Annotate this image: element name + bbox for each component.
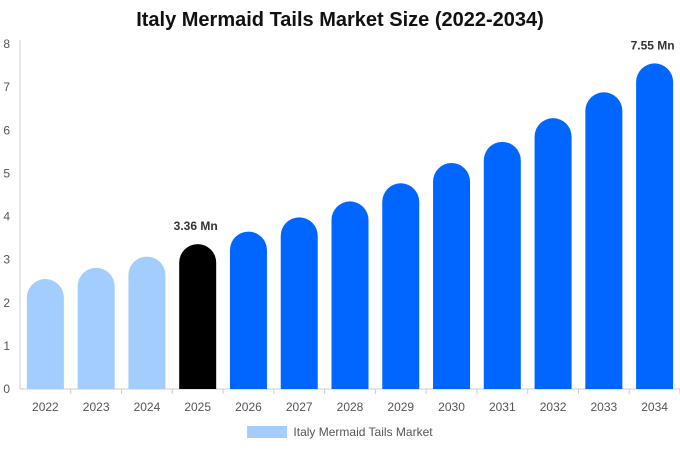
bar-2032 [534,118,572,389]
x-tick-label: 2027 [286,400,313,414]
y-tick-label: 0 [3,382,10,396]
x-tick-label: 2029 [387,400,414,414]
x-tick-label: 2030 [438,400,465,414]
bar-2031 [483,141,521,389]
x-tick-label: 2025 [184,400,211,414]
y-tick-label: 4 [3,210,10,224]
bar-2030 [433,163,471,389]
x-tick-label: 2033 [590,400,617,414]
bar-2022 [26,279,64,389]
bar-2033 [585,92,623,389]
x-tick-label: 2031 [489,400,516,414]
bar-2027 [280,217,318,389]
y-tick-label: 2 [3,296,10,310]
y-tick-label: 6 [3,123,10,137]
x-tick-label: 2024 [134,400,161,414]
x-tick-label: 2023 [83,400,110,414]
bar-2034 [636,63,674,389]
y-tick-label: 5 [3,166,10,180]
x-tick-label: 2032 [540,400,567,414]
bar-2023 [77,267,115,389]
data-label: 7.55 Mn [631,38,675,52]
data-label: 3.36 Mn [174,219,218,233]
x-tick-label: 2022 [32,400,59,414]
legend-swatch [247,426,288,438]
bar-2026 [229,231,267,389]
y-tick-label: 1 [3,339,10,353]
legend[interactable]: Italy Mermaid Tails Market [0,425,680,439]
x-tick-label: 2034 [641,400,668,414]
y-tick-label: 3 [3,253,10,267]
x-tick-label: 2028 [337,400,364,414]
bar-2024 [128,256,166,389]
chart-title: Italy Mermaid Tails Market Size (2022-20… [136,9,544,31]
bar-2029 [382,183,420,389]
y-tick-label: 8 [3,37,10,51]
bar-2028 [331,201,369,389]
legend-label: Italy Mermaid Tails Market [293,425,433,439]
x-tick-label: 2026 [235,400,262,414]
y-tick-label: 7 [3,80,10,94]
bar-2025 [179,244,217,389]
